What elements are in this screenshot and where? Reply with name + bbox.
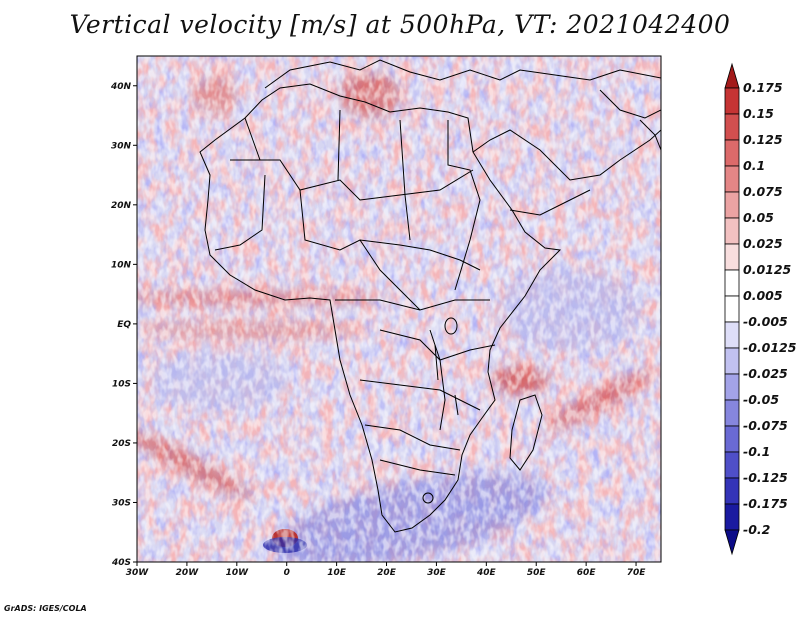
lon-tick-label: 60E xyxy=(577,568,597,578)
colorbar-swatch xyxy=(724,451,740,479)
colorbar-label: 0.025 xyxy=(743,236,783,251)
colorbar-label: 0.05 xyxy=(743,210,774,225)
colorbar-swatch xyxy=(724,217,740,245)
colorbar-label: -0.05 xyxy=(743,392,779,407)
colorbar-label: -0.1 xyxy=(743,444,770,459)
colorbar xyxy=(724,62,740,556)
lakes xyxy=(422,317,459,504)
lon-tick-label: 40E xyxy=(476,568,497,578)
colorbar-swatch xyxy=(724,503,740,531)
lon-tick-label: 10E xyxy=(327,568,347,578)
lat-tick-label: 30S xyxy=(112,498,131,508)
longitude-axis: 30W 20W 10W 0 10E 20E 30E 40E 50E 60E 70E xyxy=(126,562,646,578)
colorbar-label: 0.15 xyxy=(743,106,774,121)
colorbar-swatch xyxy=(724,191,740,219)
colorbar-swatch xyxy=(724,347,740,375)
colorbar-label: 0.0125 xyxy=(743,262,792,277)
lat-tick-label: 40S xyxy=(111,558,131,568)
lon-tick-label: 20E xyxy=(377,568,397,578)
colorbar-swatch xyxy=(724,295,740,323)
lon-tick-label: 10W xyxy=(226,568,250,578)
lat-tick-label: 10S xyxy=(112,379,131,389)
colorbar-label: -0.125 xyxy=(743,470,788,485)
lat-tick-label: 10N xyxy=(111,260,132,270)
coastlines xyxy=(199,59,661,533)
map-title: Vertical velocity [m/s] at 500hPa, VT: 2… xyxy=(69,10,731,39)
lat-tick-label: 20N xyxy=(111,201,132,211)
colorbar-label: 0.125 xyxy=(743,132,783,147)
colorbar-swatch xyxy=(724,87,740,115)
lat-tick-label: 40N xyxy=(110,82,132,92)
colorbar-label: -0.0125 xyxy=(743,340,797,355)
colorbar-label: 0.075 xyxy=(743,184,783,199)
colorbar-swatch xyxy=(724,269,740,297)
lon-tick-label: 50E xyxy=(527,568,547,578)
latitude-axis: 40N 30N 20N 10N EQ 10S 20S 30S 40S xyxy=(110,82,137,568)
colorbar-label: -0.075 xyxy=(743,418,788,433)
lat-tick-label: 30N xyxy=(111,141,132,151)
colorbar-label: 0.1 xyxy=(743,158,765,173)
colorbar-swatch xyxy=(724,113,740,141)
colorbar-swatch xyxy=(724,321,740,349)
colorbar-label: 0.175 xyxy=(743,80,783,95)
colorbar-swatch xyxy=(724,165,740,193)
colorbar-swatch xyxy=(724,425,740,453)
lon-tick-label: 20W xyxy=(176,568,200,578)
colorbar-swatch xyxy=(724,373,740,401)
colorbar-top-arrow xyxy=(724,62,740,89)
lon-tick-label: 30W xyxy=(126,568,150,578)
colorbar-label: -0.175 xyxy=(743,496,788,511)
lat-tick-label: 20S xyxy=(112,439,131,449)
colorbar-swatch xyxy=(724,477,740,505)
lat-tick-label: EQ xyxy=(117,320,131,330)
colorbar-bottom-arrow xyxy=(724,529,740,556)
lon-tick-label: 30E xyxy=(427,568,447,578)
colorbar-swatch xyxy=(724,139,740,167)
colorbar-label: -0.005 xyxy=(743,314,788,329)
map-frame xyxy=(136,55,662,563)
lon-tick-label: 70E xyxy=(627,568,647,578)
velocity-field xyxy=(137,56,661,562)
colorbar-swatch xyxy=(724,243,740,271)
colorbar-swatch xyxy=(724,399,740,427)
credit-text: GrADS: IGES/COLA xyxy=(4,604,87,613)
colorbar-label: -0.2 xyxy=(743,522,770,537)
colorbar-label: 0.005 xyxy=(743,288,783,303)
colorbar-labels: 0.175 0.15 0.125 0.1 0.075 0.05 0.025 0.0125 0.0… xyxy=(743,80,797,537)
colorbar-label: -0.025 xyxy=(743,366,788,381)
lon-tick-label: 0 xyxy=(284,568,290,578)
